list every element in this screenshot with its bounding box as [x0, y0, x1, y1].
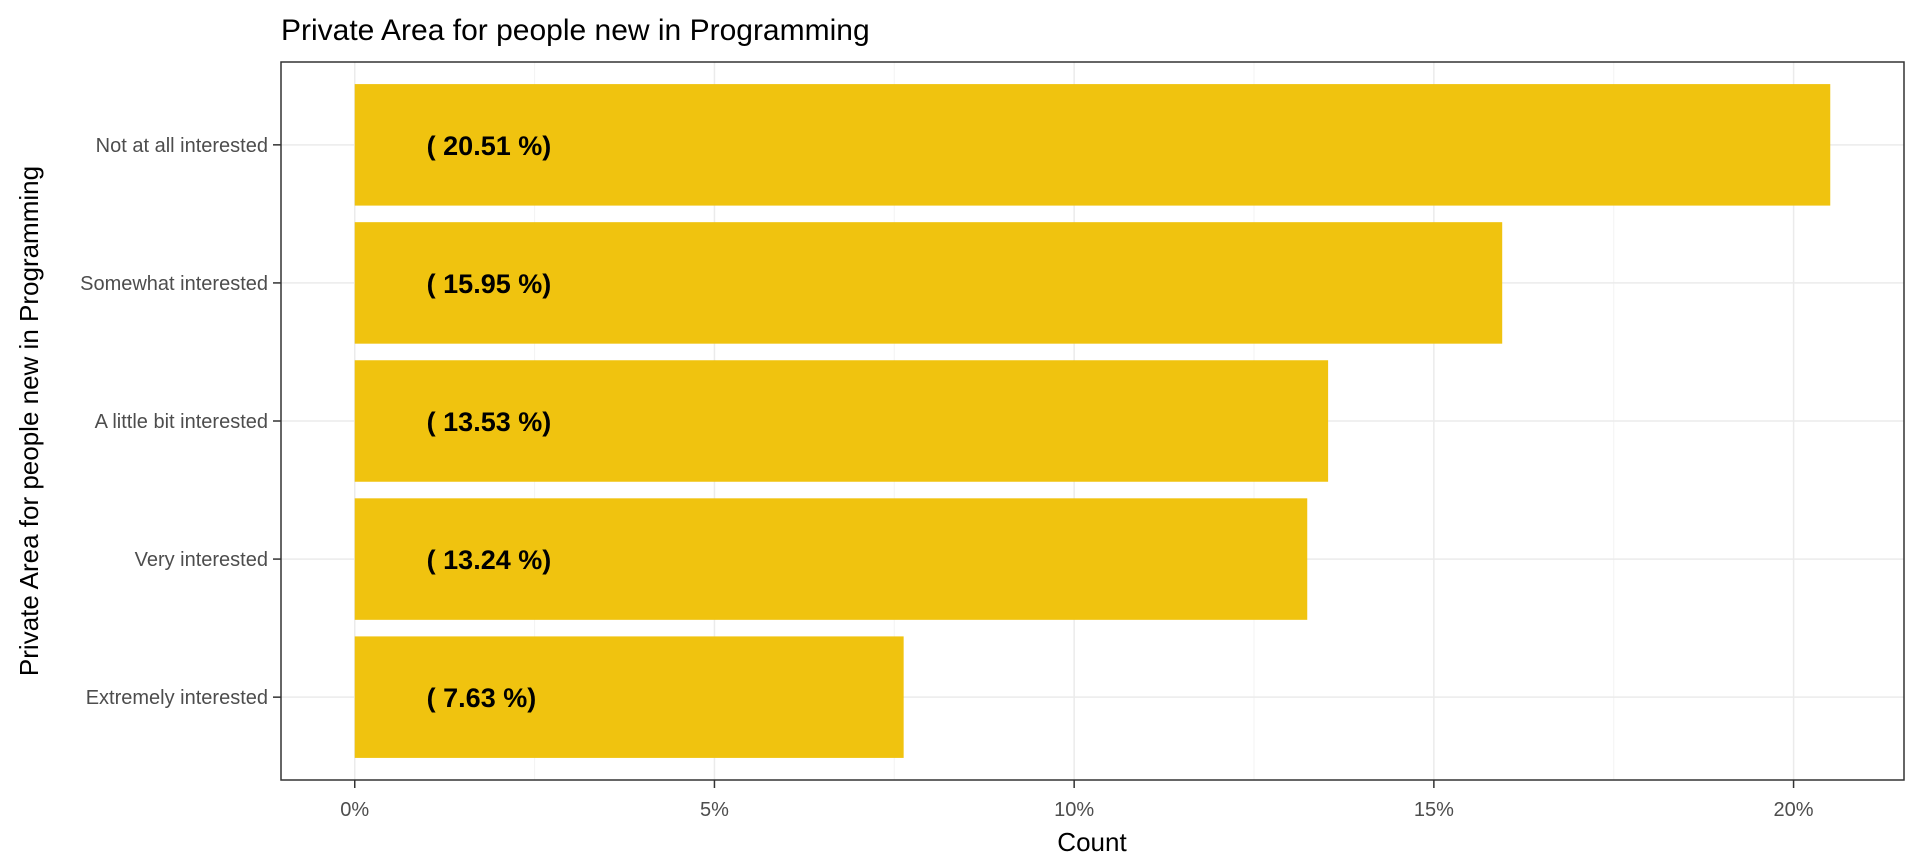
- bar-value-label: ( 20.51 %): [427, 131, 552, 161]
- bar: [354, 84, 1831, 206]
- x-tick-label: 0%: [340, 799, 369, 821]
- bar-value-label: ( 13.24 %): [427, 545, 552, 575]
- bar: [354, 360, 1329, 482]
- y-axis: Not at all interested Somewhat interested…: [80, 135, 281, 709]
- y-tick-label: Somewhat interested: [80, 273, 268, 295]
- x-axis: 0% 5% 10% 15% 20%: [340, 780, 1814, 821]
- bar-value-label: ( 15.95 %): [427, 269, 552, 299]
- x-tick-label: 5%: [700, 799, 729, 821]
- y-tick-label: Not at all interested: [96, 135, 268, 157]
- bar-value-label: ( 7.63 %): [427, 683, 537, 713]
- y-tick-label: Extremely interested: [86, 687, 268, 709]
- chart-title: Private Area for people new in Programmi…: [281, 14, 870, 47]
- x-tick-label: 20%: [1774, 799, 1814, 821]
- x-tick-label: 10%: [1054, 799, 1094, 821]
- y-axis-title: Private Area for people new in Programmi…: [14, 166, 44, 676]
- bar: [354, 222, 1503, 344]
- x-axis-title: Count: [1057, 827, 1127, 857]
- x-tick-label: 15%: [1414, 799, 1454, 821]
- y-tick-label: A little bit interested: [95, 411, 268, 433]
- bar: [354, 636, 904, 758]
- bar: [354, 498, 1308, 620]
- bars: ( 20.51 %) ( 15.95 %) ( 13.53 %) ( 13.24 %)…: [354, 84, 1831, 758]
- bar-value-label: ( 13.53 %): [427, 407, 552, 437]
- y-tick-label: Very interested: [135, 549, 268, 571]
